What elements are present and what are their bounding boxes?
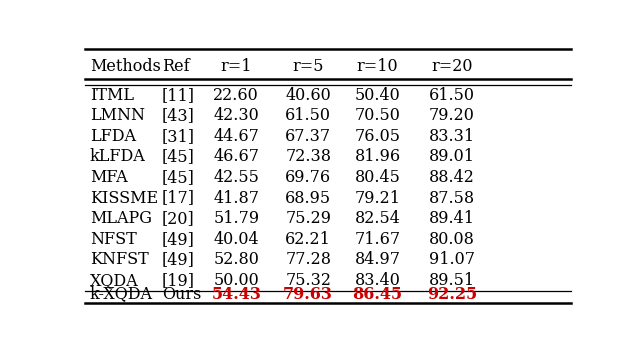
Text: 54.43: 54.43: [211, 286, 261, 303]
Text: [43]: [43]: [162, 107, 195, 124]
Text: [49]: [49]: [162, 231, 195, 248]
Text: 81.96: 81.96: [355, 149, 401, 166]
Text: 61.50: 61.50: [285, 107, 331, 124]
Text: 52.80: 52.80: [213, 251, 259, 268]
Text: r=10: r=10: [356, 58, 399, 75]
Text: 86.45: 86.45: [353, 286, 403, 303]
Text: 75.29: 75.29: [285, 210, 331, 227]
Text: 42.30: 42.30: [213, 107, 259, 124]
Text: r=5: r=5: [292, 58, 324, 75]
Text: [45]: [45]: [162, 169, 195, 186]
Text: 89.51: 89.51: [429, 272, 475, 289]
Text: k-XQDA: k-XQDA: [90, 286, 153, 303]
Text: 80.08: 80.08: [429, 231, 475, 248]
Text: 40.04: 40.04: [213, 231, 259, 248]
Text: 69.76: 69.76: [285, 169, 332, 186]
Text: KISSME: KISSME: [90, 189, 158, 206]
Text: 44.67: 44.67: [213, 128, 259, 145]
Text: r=20: r=20: [431, 58, 473, 75]
Text: 51.79: 51.79: [213, 210, 259, 227]
Text: 40.60: 40.60: [285, 87, 331, 104]
Text: LMNN: LMNN: [90, 107, 145, 124]
Text: 89.41: 89.41: [429, 210, 475, 227]
Text: 70.50: 70.50: [355, 107, 401, 124]
Text: [20]: [20]: [162, 210, 195, 227]
Text: Methods: Methods: [90, 58, 161, 75]
Text: 83.31: 83.31: [429, 128, 475, 145]
Text: Ours: Ours: [162, 286, 201, 303]
Text: 91.07: 91.07: [429, 251, 475, 268]
Text: 46.67: 46.67: [213, 149, 259, 166]
Text: 71.67: 71.67: [355, 231, 401, 248]
Text: 79.20: 79.20: [429, 107, 475, 124]
Text: XQDA: XQDA: [90, 272, 138, 289]
Text: 22.60: 22.60: [213, 87, 259, 104]
Text: 75.32: 75.32: [285, 272, 331, 289]
Text: Ref: Ref: [162, 58, 189, 75]
Text: kLFDA: kLFDA: [90, 149, 146, 166]
Text: 79.21: 79.21: [355, 189, 401, 206]
Text: [19]: [19]: [162, 272, 195, 289]
Text: 80.45: 80.45: [355, 169, 401, 186]
Text: 50.40: 50.40: [355, 87, 401, 104]
Text: [17]: [17]: [162, 189, 195, 206]
Text: 88.42: 88.42: [429, 169, 475, 186]
Text: 68.95: 68.95: [285, 189, 332, 206]
Text: MLAPG: MLAPG: [90, 210, 152, 227]
Text: 41.87: 41.87: [213, 189, 259, 206]
Text: [45]: [45]: [162, 149, 195, 166]
Text: NFST: NFST: [90, 231, 137, 248]
Text: r=1: r=1: [221, 58, 252, 75]
Text: 87.58: 87.58: [429, 189, 475, 206]
Text: LFDA: LFDA: [90, 128, 136, 145]
Text: KNFST: KNFST: [90, 251, 148, 268]
Text: 77.28: 77.28: [285, 251, 331, 268]
Text: 61.50: 61.50: [429, 87, 475, 104]
Text: 89.01: 89.01: [429, 149, 475, 166]
Text: 82.54: 82.54: [355, 210, 401, 227]
Text: 62.21: 62.21: [285, 231, 331, 248]
Text: [49]: [49]: [162, 251, 195, 268]
Text: 72.38: 72.38: [285, 149, 331, 166]
Text: 50.00: 50.00: [213, 272, 259, 289]
Text: 92.25: 92.25: [427, 286, 477, 303]
Text: 83.40: 83.40: [355, 272, 401, 289]
Text: ITML: ITML: [90, 87, 134, 104]
Text: MFA: MFA: [90, 169, 127, 186]
Text: 84.97: 84.97: [355, 251, 401, 268]
Text: 76.05: 76.05: [355, 128, 401, 145]
Text: 42.55: 42.55: [213, 169, 259, 186]
Text: [31]: [31]: [162, 128, 195, 145]
Text: 67.37: 67.37: [285, 128, 332, 145]
Text: [11]: [11]: [162, 87, 195, 104]
Text: 79.63: 79.63: [284, 286, 333, 303]
